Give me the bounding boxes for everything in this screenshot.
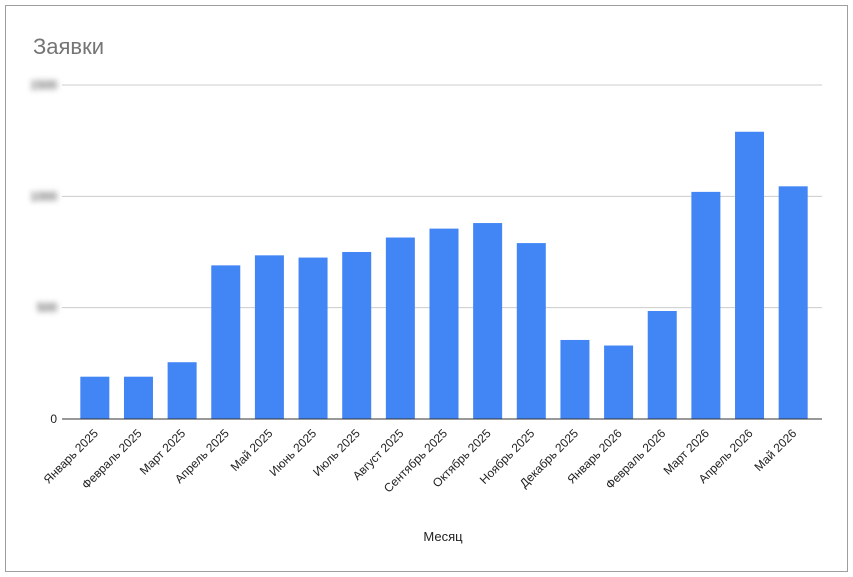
bar — [516, 243, 546, 419]
bar — [342, 252, 372, 419]
x-axis-title: Месяц — [423, 529, 463, 544]
bar — [80, 376, 110, 419]
bar — [385, 237, 415, 419]
bar — [473, 223, 503, 419]
chart-title: Заявки — [33, 34, 104, 59]
bar — [123, 376, 153, 419]
bar — [211, 265, 241, 419]
bar — [691, 191, 721, 419]
y-tick-label: 1000 — [30, 189, 57, 203]
frame — [5, 5, 848, 572]
y-tick-label: 500 — [37, 301, 57, 315]
y-tick-label: 1500 — [30, 78, 57, 92]
bar — [429, 228, 459, 419]
bar — [560, 339, 590, 419]
bar — [604, 345, 634, 419]
bar — [647, 311, 677, 419]
bar — [167, 362, 197, 419]
bar — [735, 131, 765, 419]
y-tick-label: 0 — [50, 412, 57, 426]
bar — [298, 257, 328, 419]
bar — [254, 255, 284, 419]
bar — [778, 186, 808, 419]
